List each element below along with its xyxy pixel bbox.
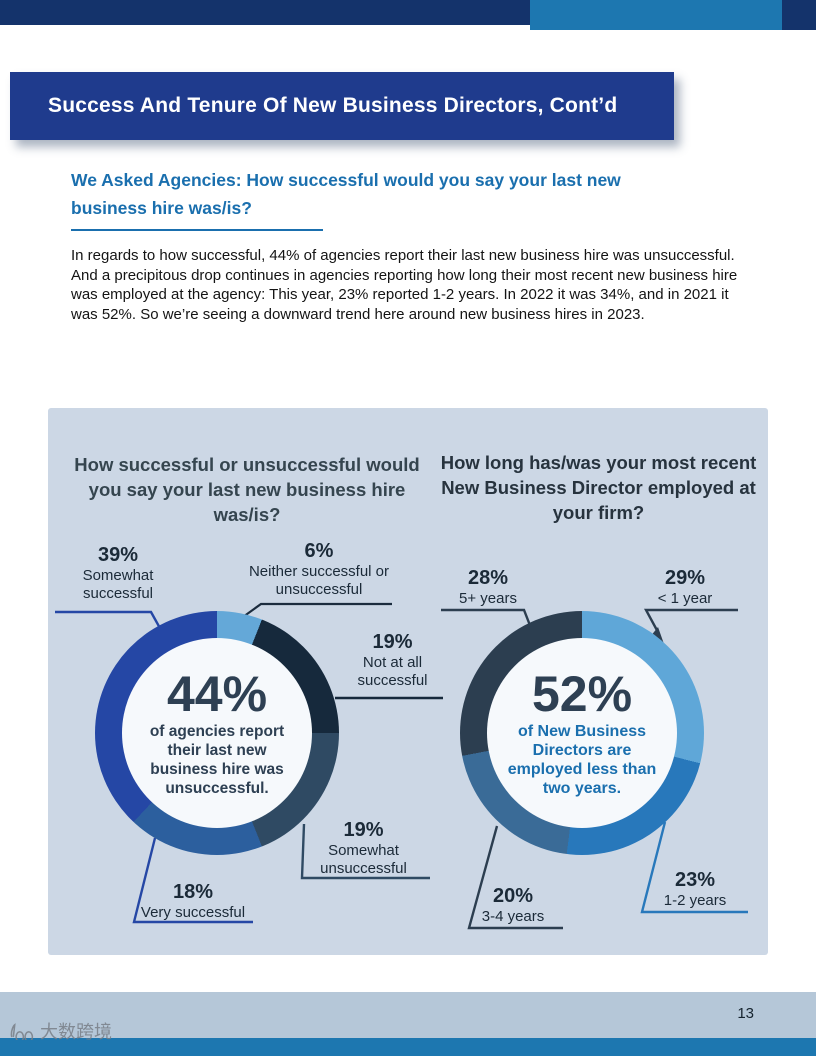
label-text: 3-4 years	[481, 908, 545, 925]
right-donut-chart: 52% of New Business Directors are employ…	[460, 611, 704, 855]
label-text: 5+ years	[459, 590, 517, 607]
left-label-neither: 6% Neither successful or unsuccessful	[244, 539, 394, 599]
heading-underline	[71, 229, 323, 231]
right-label-3-4-years: 20% 3-4 years	[463, 884, 563, 926]
top-bar-right	[530, 0, 816, 30]
label-text: Very successful	[140, 904, 246, 921]
right-label-under-1-year: 29% < 1 year	[630, 566, 740, 608]
label-pct: 39%	[97, 544, 139, 566]
label-text: Neither successful or unsuccessful	[248, 563, 390, 598]
left-donut-value: 44%	[166, 666, 268, 722]
right-donut-caption: of New Business Directors are employed l…	[507, 723, 657, 797]
charts-panel: How successful or unsuccessful would you…	[48, 408, 768, 955]
right-label-1-2-years: 23% 1-2 years	[640, 868, 750, 910]
label-text: Somewhat unsuccessful	[320, 842, 407, 877]
page-number: 13	[737, 1005, 754, 1022]
question-heading-line1: We Asked Agencies: How successful would …	[71, 170, 621, 190]
leader-under-1-year	[643, 608, 738, 635]
label-pct: 23%	[674, 869, 716, 891]
left-donut-center: 44% of agencies report their last new bu…	[122, 638, 312, 828]
label-pct: 29%	[664, 567, 706, 589]
watermark-logo-icon	[10, 1023, 34, 1040]
question-heading: We Asked Agencies: How successful would …	[71, 166, 751, 222]
right-chart-title: How long has/was your most recent New Bu…	[440, 452, 757, 523]
label-pct: 18%	[172, 881, 214, 903]
watermark-text: 大数跨境	[40, 1022, 112, 1042]
banner-title: Success And Tenure Of New Business Direc…	[48, 94, 618, 117]
label-pct: 6%	[304, 540, 334, 562]
left-label-very-successful: 18% Very successful	[133, 880, 253, 922]
left-donut-chart: 44% of agencies report their last new bu…	[95, 611, 339, 855]
label-pct: 19%	[372, 631, 413, 653]
footer-bottom-bar	[0, 1038, 816, 1056]
label-pct: 20%	[492, 885, 534, 907]
section-banner: Success And Tenure Of New Business Direc…	[10, 72, 674, 140]
label-text: Somewhat successful	[82, 567, 154, 602]
left-label-somewhat-successful: 39% Somewhat successful	[58, 543, 178, 603]
watermark: 大数跨境	[8, 1018, 112, 1044]
label-text: < 1 year	[657, 590, 713, 607]
left-label-somewhat-unsuccessful: 19% Somewhat unsuccessful	[296, 818, 431, 878]
intro-paragraph: In regards to how successful, 44% of age…	[71, 247, 738, 323]
footer-band	[0, 992, 816, 1038]
question-heading-line2: business hire was/is?	[71, 198, 252, 218]
top-bar-left	[0, 0, 530, 25]
top-bar-corner	[782, 0, 816, 30]
right-donut-center: 52% of New Business Directors are employ…	[487, 638, 677, 828]
left-donut-caption: of agencies report their last new busine…	[149, 723, 285, 797]
label-text: 1-2 years	[663, 892, 727, 909]
label-pct: 19%	[343, 819, 384, 841]
label-pct: 28%	[467, 567, 509, 589]
right-donut-value: 52%	[531, 666, 633, 722]
right-label-5plus-years: 28% 5+ years	[433, 566, 543, 608]
label-text: Not at all successful	[357, 654, 428, 689]
left-label-not-at-all: 19% Not at all successful	[340, 630, 445, 690]
left-chart-title: How successful or unsuccessful would you…	[74, 454, 420, 525]
